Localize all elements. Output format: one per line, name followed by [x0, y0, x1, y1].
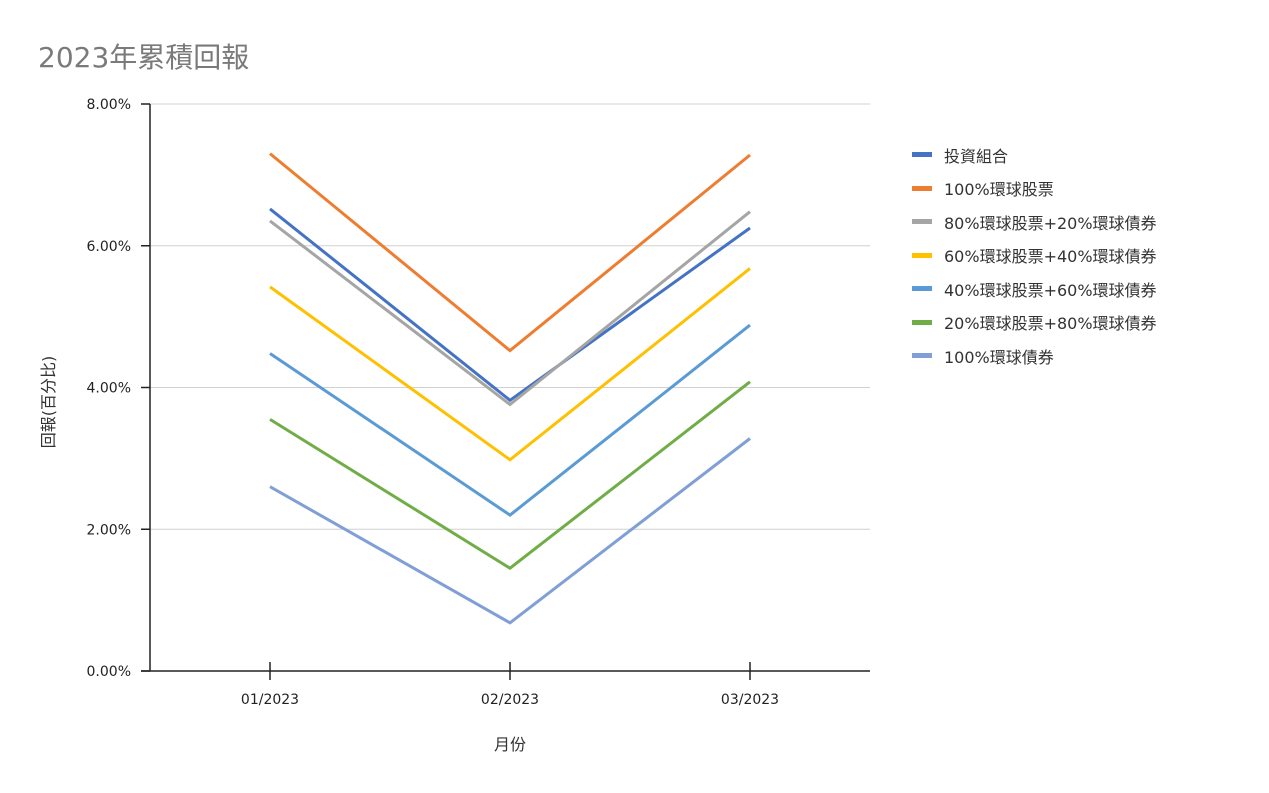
series-lines	[269, 152, 751, 625]
legend-label: 40%環球股票+60%環球債券	[944, 280, 1157, 300]
legend-swatch	[912, 252, 932, 258]
legend-swatch	[912, 219, 932, 225]
y-ticks: 0.00% 2.00% 4.00% 6.00% 8.00%	[87, 97, 150, 680]
legend-item: 40%環球股票+60%環球債券	[912, 272, 1252, 306]
y-tick-label: 6.00%	[87, 239, 131, 255]
legend-label: 投資組合	[944, 146, 1009, 166]
y-axis-label: 回報(百分比)	[39, 356, 58, 449]
legend-swatch	[912, 319, 932, 325]
legend-item: 60%環球股票+40%環球債券	[912, 239, 1252, 273]
x-tick-label: 02/2023	[481, 692, 539, 708]
legend-label: 100%環球股票	[944, 180, 1054, 200]
legend-item: 20%環球股票+80%環球債券	[912, 306, 1252, 340]
x-tick-label: 01/2023	[241, 692, 299, 708]
series-line-1	[269, 207, 751, 403]
series-line-5	[269, 323, 751, 517]
y-tick-label: 8.00%	[87, 97, 131, 113]
legend-swatch	[912, 152, 932, 158]
x-axis-label: 月份	[494, 735, 526, 754]
legend-swatch	[912, 185, 932, 191]
legend-label: 20%環球股票+80%環球債券	[944, 314, 1157, 334]
x-tick-label: 03/2023	[721, 692, 779, 708]
legend-label: 60%環球股票+40%環球債券	[944, 247, 1157, 267]
legend-item: 投資組合	[912, 138, 1252, 172]
y-tick-label: 2.00%	[87, 522, 131, 538]
series-line-6	[269, 380, 751, 571]
legend-label: 100%環球債券	[944, 347, 1054, 367]
y-tick-label: 0.00%	[87, 664, 131, 680]
series-line-4	[269, 267, 751, 462]
legend-swatch	[912, 353, 932, 359]
legend-item: 100%環球股票	[912, 172, 1252, 206]
legend-item: 80%環球股票+20%環球債券	[912, 205, 1252, 239]
y-tick-label: 4.00%	[87, 381, 131, 397]
series-line-2	[269, 152, 751, 353]
chart-title: 2023年累積回報	[38, 41, 250, 74]
legend-label: 80%環球股票+20%環球債券	[944, 213, 1157, 233]
series-line-3	[269, 210, 751, 407]
x-ticks: 01/2023 02/2023 03/2023	[241, 662, 779, 708]
legend-item: 100%環球債券	[912, 339, 1252, 373]
legend-swatch	[912, 286, 932, 292]
series-line-7	[269, 437, 751, 625]
gridlines	[150, 103, 870, 530]
legend: 投資組合 100%環球股票 80%環球股票+20%環球債券 60%環球股票+40%環球…	[912, 138, 1252, 373]
